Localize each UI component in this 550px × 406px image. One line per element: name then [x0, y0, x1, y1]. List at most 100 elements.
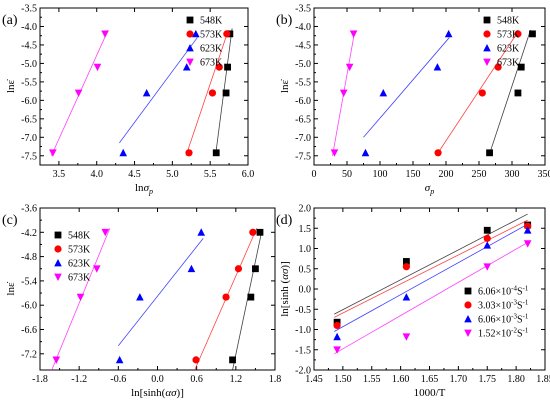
fit-line: [334, 219, 528, 318]
y-tick-label: -6.6: [21, 325, 37, 336]
data-point: [444, 29, 453, 38]
x-axis-label-part: ln: [135, 182, 144, 194]
x-tick-label: 100: [373, 169, 388, 180]
legend-marker: [483, 16, 491, 24]
legend-label: 573K: [200, 30, 223, 41]
x-tick-label: 5.5: [204, 169, 217, 180]
y-tick-label: 0.0: [299, 285, 312, 296]
legend-marker: [54, 259, 62, 267]
x-tick-label: 5.0: [166, 169, 179, 180]
legend-label: 1.52×10-2S-1: [478, 327, 529, 340]
y-tick-label: -6.0: [21, 301, 37, 312]
y-tick-label: -5.0: [295, 59, 311, 70]
legend-marker: [483, 58, 491, 66]
x-tick-label: 4.0: [90, 169, 103, 180]
x-tick-label: 1.55: [363, 374, 381, 385]
data-point: [229, 356, 236, 364]
fit-line: [488, 30, 531, 156]
legend-label-part: -1: [523, 313, 529, 321]
y-tick-label: -1.0: [295, 325, 311, 336]
y-tick-label: -4.2: [21, 228, 37, 239]
x-tick-label: 6.0: [242, 169, 255, 180]
legend-label-part: -1: [523, 299, 529, 307]
legend-label-part: -3: [511, 299, 517, 307]
data-point: [523, 240, 532, 248]
legend-label: 573K: [497, 30, 520, 41]
data-point: [402, 263, 410, 271]
data-point: [234, 265, 243, 273]
data-point: [187, 264, 196, 273]
x-tick-label: 1.75: [479, 374, 497, 385]
data-point: [523, 226, 532, 234]
data-point: [402, 333, 411, 341]
data-point: [252, 265, 259, 273]
data-point: [192, 356, 200, 364]
data-point: [74, 89, 83, 97]
x-axis-label: lnσp: [135, 182, 153, 196]
x-tick-label: -1.2: [71, 374, 87, 385]
x-axis-label: ln[sinh(ασ)]: [131, 387, 184, 399]
data-point: [212, 149, 220, 157]
legend-label: 548K: [200, 16, 223, 27]
y-axis-label: ln[sinh (ασ)]: [279, 261, 291, 317]
panel-label: (d): [276, 213, 293, 228]
data-point: [483, 263, 492, 271]
data-point: [345, 63, 354, 72]
x-tick-label: 0.0: [151, 374, 164, 385]
panel-d: 1.45 1.50 1.55 1.60 1.65 1.70 1.75 1.80 1.85 -2.0…: [276, 204, 550, 400]
legend-label: 673K: [497, 58, 520, 69]
x-tick-label: 0.6: [190, 374, 203, 385]
legend-marker: [54, 245, 62, 253]
legend-label-part: S: [517, 315, 523, 326]
y-tick-label: -4.8: [21, 252, 37, 263]
y-tick-label: -3.5: [21, 4, 37, 15]
fit-line: [232, 230, 263, 371]
y-axis-label-part: ασ: [279, 268, 291, 280]
x-tick-label: 0: [312, 169, 317, 180]
y-tick-label: -7.2: [21, 349, 37, 360]
data-point: [249, 228, 257, 236]
legend-label-part: 3.03×10: [478, 301, 511, 312]
x-tick-label: 150: [406, 169, 421, 180]
y-tick-label: -1.5: [295, 345, 311, 356]
data-point: [119, 148, 127, 157]
legend-label-part: -2: [511, 327, 517, 335]
x-tick-label: -0.6: [110, 374, 126, 385]
x-tick-label: 1.50: [334, 374, 352, 385]
legend-marker: [186, 16, 194, 24]
data-point: [433, 63, 442, 71]
legend-label-part: -1: [523, 327, 529, 335]
data-point: [115, 355, 124, 364]
y-tick-label: -5.5: [295, 77, 311, 88]
data-point: [361, 148, 370, 157]
x-tick-label: -1.8: [32, 374, 48, 385]
fit-line: [334, 213, 528, 315]
y-axis-label: lnε̇: [279, 79, 291, 93]
legend: 6.06×10-4S-13.03×10-3S-16.06×10-3S-11.52…: [464, 285, 529, 340]
legend-label: 623K: [497, 44, 520, 55]
fit-line: [334, 242, 528, 355]
data-point: [52, 356, 61, 364]
y-axis-label: lnε̇: [5, 79, 17, 93]
legend-label-part: S: [517, 287, 523, 298]
y-tick-label: -4.5: [295, 40, 311, 51]
legend-marker: [464, 287, 472, 295]
legend: 548K 573K 623K 673K: [54, 231, 91, 284]
legend-label: 573K: [68, 245, 91, 256]
data-point: [514, 30, 522, 38]
data-point: [333, 321, 341, 330]
x-axis-label-part: ασ: [165, 387, 177, 399]
panel-label: (c): [2, 213, 18, 228]
x-tick-label: 1.45: [305, 374, 323, 385]
data-point: [136, 293, 144, 301]
data-point: [483, 234, 491, 242]
x-tick-label: 1.8: [269, 374, 282, 385]
data-point: [101, 30, 109, 38]
legend-marker: [54, 273, 62, 281]
y-axis-label-part: ln[sinh (: [279, 279, 291, 316]
x-axis-label-part: p: [429, 187, 434, 196]
x-tick-label: 300: [505, 169, 520, 180]
legend-marker: [186, 30, 194, 38]
panel-label: (a): [2, 13, 18, 28]
data-point: [49, 149, 57, 157]
